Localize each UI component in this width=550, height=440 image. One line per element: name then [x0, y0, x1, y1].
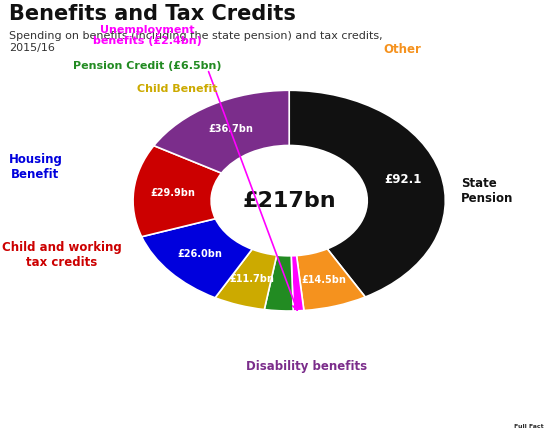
Wedge shape — [215, 249, 277, 310]
Text: £217bn: £217bn — [243, 191, 336, 211]
Wedge shape — [154, 90, 289, 173]
Text: £92.1: £92.1 — [384, 173, 421, 186]
Wedge shape — [291, 256, 304, 311]
Text: Full Fact: Full Fact — [514, 424, 544, 429]
Text: Pension Credit (£6.5bn): Pension Credit (£6.5bn) — [73, 62, 222, 71]
Text: Unemployment
benefits (£2.4bn): Unemployment benefits (£2.4bn) — [93, 25, 202, 46]
Text: Child and working
tax credits: Child and working tax credits — [2, 241, 122, 268]
Text: Institute for Fiscal Studies Benefit and Tax Credits election briefing,
Benefit : Institute for Fiscal Studies Benefit and… — [51, 390, 406, 411]
Text: £36.7bn: £36.7bn — [208, 124, 253, 134]
Text: Other: Other — [384, 44, 422, 56]
Wedge shape — [133, 146, 222, 237]
Wedge shape — [265, 255, 293, 311]
Text: Housing
Benefit: Housing Benefit — [9, 153, 62, 181]
Polygon shape — [503, 381, 542, 435]
Text: £26.0bn: £26.0bn — [178, 249, 222, 259]
Text: Benefits and Tax Credits: Benefits and Tax Credits — [9, 4, 296, 24]
Wedge shape — [296, 249, 365, 311]
Text: Disability benefits: Disability benefits — [246, 360, 367, 373]
Text: Spending on benefits (including the state pension) and tax credits,
2015/16: Spending on benefits (including the stat… — [9, 31, 382, 53]
Text: £14.5bn: £14.5bn — [301, 275, 346, 285]
Text: Child Benefit: Child Benefit — [137, 84, 218, 94]
Wedge shape — [142, 219, 252, 298]
Text: £11.7bn: £11.7bn — [229, 274, 274, 284]
Text: £29.9bn: £29.9bn — [150, 188, 195, 198]
Text: Source:: Source: — [10, 396, 54, 405]
Text: State
Pension: State Pension — [461, 176, 514, 205]
Wedge shape — [289, 90, 446, 297]
